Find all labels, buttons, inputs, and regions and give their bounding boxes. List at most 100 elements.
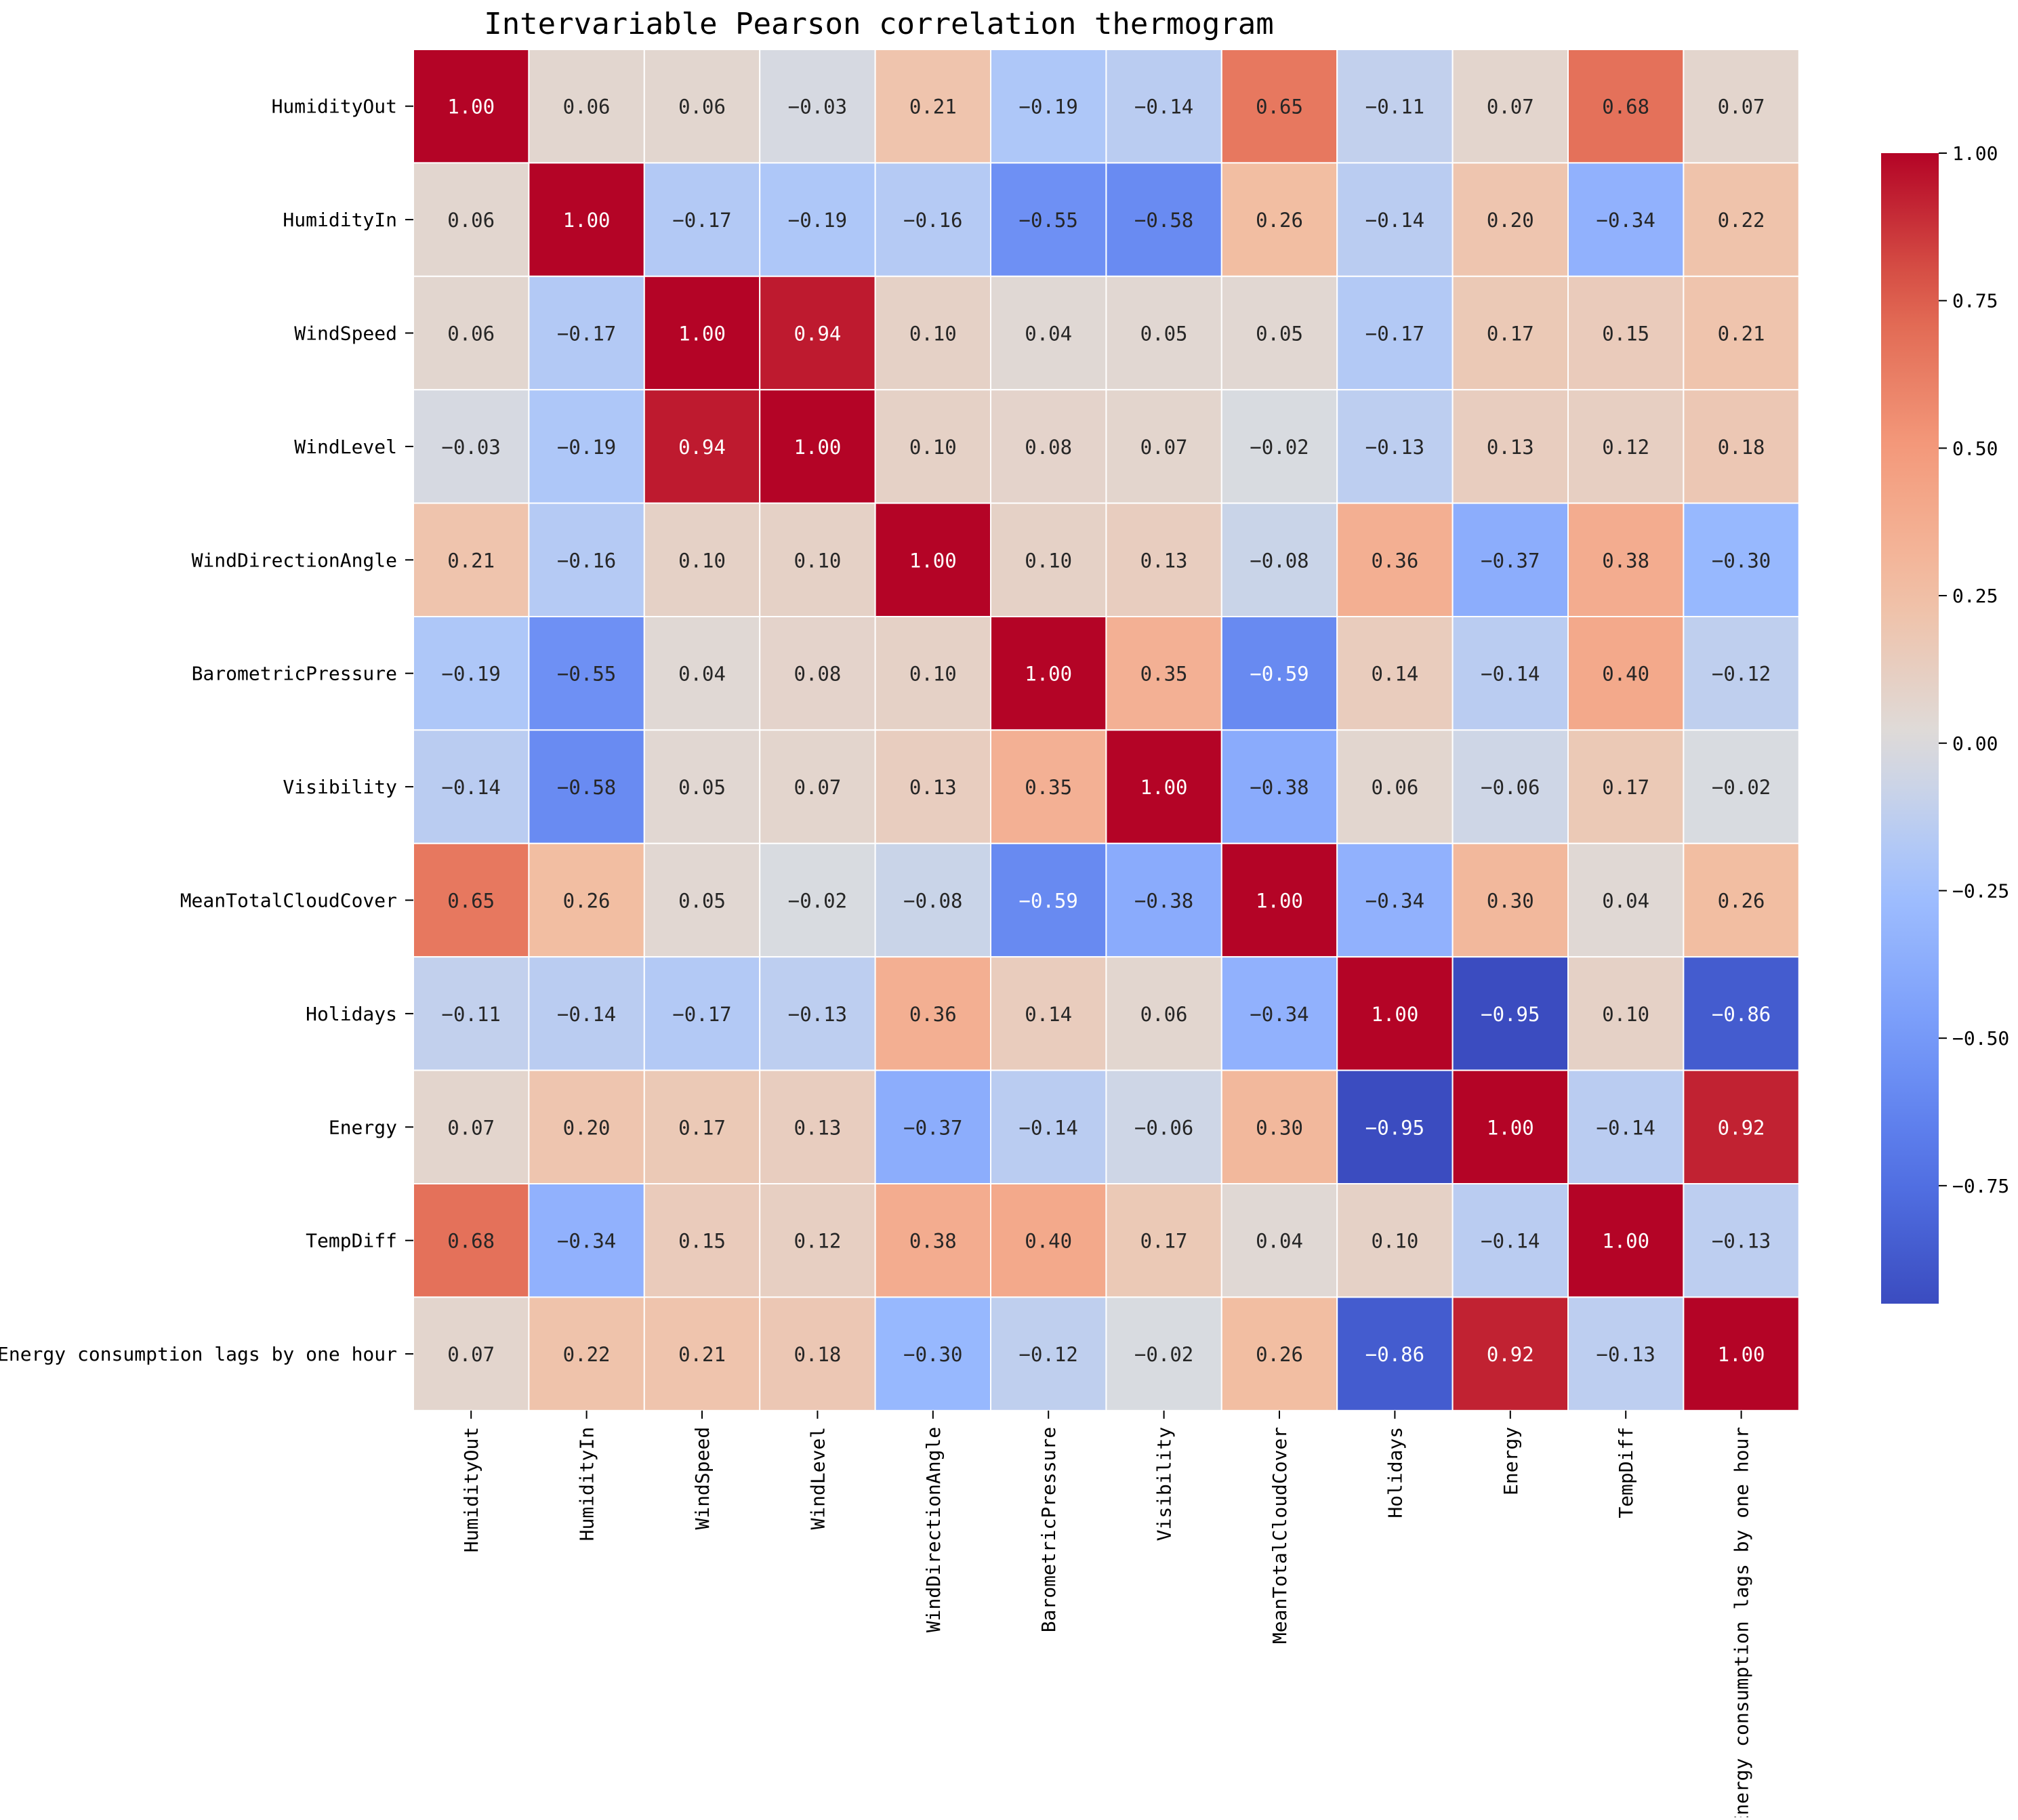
y-tick-label: WindDirectionAngle xyxy=(192,549,397,571)
cell-value-label: 0.26 xyxy=(563,890,611,913)
cell-value-label: −0.14 xyxy=(442,776,501,799)
cell-value-label: 0.17 xyxy=(678,1116,726,1139)
heatmap-cell xyxy=(1336,729,1454,844)
cell-value-label: 0.15 xyxy=(1602,323,1649,346)
heatmap-cell xyxy=(1567,1069,1685,1184)
cell-value-label: 0.08 xyxy=(794,663,841,686)
cell-value-label: 0.14 xyxy=(1371,663,1418,686)
cell-value-label: −0.02 xyxy=(1250,436,1309,459)
heatmap-cell xyxy=(413,842,530,958)
heatmap-cell xyxy=(990,729,1107,844)
cell-value-label: 1.00 xyxy=(909,549,957,572)
cell-value-label: 0.04 xyxy=(1025,323,1072,346)
heatmap-cell xyxy=(990,162,1107,277)
heatmap-cell xyxy=(759,502,876,617)
cell-value-label: −0.13 xyxy=(1365,436,1424,459)
cell-value-label: 1.00 xyxy=(1487,1116,1534,1139)
cell-value-label: −0.14 xyxy=(1597,1116,1655,1139)
cell-value-label: 0.13 xyxy=(794,1116,841,1139)
cell-value-label: −0.02 xyxy=(788,890,847,913)
cell-value-label: 0.13 xyxy=(1140,549,1188,572)
heatmap-cell xyxy=(1336,389,1454,504)
heatmap-cell xyxy=(874,616,991,731)
heatmap-cell xyxy=(1105,49,1222,164)
heatmap-cell xyxy=(413,162,530,277)
cell-value-label: −0.12 xyxy=(1712,663,1771,686)
cell-value-label: −0.11 xyxy=(1365,96,1424,119)
cell-value-label: 0.38 xyxy=(1602,549,1649,572)
heatmap-cell xyxy=(874,729,991,844)
cell-value-label: −0.30 xyxy=(1712,549,1771,572)
cell-value-label: 0.06 xyxy=(447,209,495,232)
cell-value-label: −0.17 xyxy=(1365,323,1424,346)
cell-value-label: 1.00 xyxy=(1602,1230,1649,1253)
heatmap-cell xyxy=(1105,729,1222,844)
cell-value-label: −0.14 xyxy=(1481,1230,1540,1253)
colorbar-tick-label: −0.25 xyxy=(1952,880,2009,902)
cell-value-label: 0.35 xyxy=(1025,776,1072,799)
heatmap-cell xyxy=(1451,49,1569,164)
cell-value-label: 0.07 xyxy=(1140,436,1188,459)
cell-value-label: −0.14 xyxy=(1365,209,1424,232)
cell-value-label: −0.58 xyxy=(557,776,616,799)
cell-value-label: 0.18 xyxy=(1718,436,1765,459)
heatmap-cell xyxy=(528,49,645,164)
heatmap-cell xyxy=(1451,162,1569,277)
heatmap-cell xyxy=(759,1069,876,1184)
cell-value-label: 0.10 xyxy=(794,549,841,572)
cell-value-label: 0.40 xyxy=(1025,1230,1072,1253)
heatmap-cell xyxy=(413,49,530,164)
heatmap-cell xyxy=(1105,502,1222,617)
cell-value-label: −0.58 xyxy=(1134,209,1193,232)
cell-value-label: 1.00 xyxy=(447,96,495,119)
heatmap-cell xyxy=(528,729,645,844)
heatmap-cell xyxy=(1683,616,1800,731)
y-tick-label: Energy consumption lags by one hour xyxy=(0,1343,397,1365)
x-tick-label: HumidityOut xyxy=(460,1427,482,1552)
heatmap-cell xyxy=(1336,842,1454,958)
cell-value-label: −0.37 xyxy=(903,1116,962,1139)
x-tick-label: WindSpeed xyxy=(691,1427,714,1530)
heatmap-cell xyxy=(1451,729,1569,844)
cell-value-label: −0.02 xyxy=(1134,1343,1193,1366)
cell-value-label: 0.20 xyxy=(563,1116,611,1139)
heatmap-cell xyxy=(759,1296,876,1411)
cell-value-label: 0.15 xyxy=(678,1230,726,1253)
cell-value-label: 0.40 xyxy=(1602,663,1649,686)
chart-title: Intervariable Pearson correlation thermo… xyxy=(484,7,1274,41)
cell-value-label: 0.05 xyxy=(1256,323,1303,346)
heatmap-cell xyxy=(990,275,1107,391)
cell-value-label: 0.94 xyxy=(678,436,726,459)
cell-value-label: −0.38 xyxy=(1250,776,1309,799)
cell-value-label: 0.17 xyxy=(1602,776,1649,799)
heatmap-cell xyxy=(643,389,761,504)
y-tick-label: TempDiff xyxy=(306,1230,397,1252)
heatmap-cell xyxy=(1105,275,1222,391)
heatmap-cell xyxy=(643,49,761,164)
cell-value-label: 0.06 xyxy=(563,96,611,119)
heatmap-cell xyxy=(1220,616,1338,731)
cell-value-label: −0.17 xyxy=(672,1003,731,1026)
cell-value-label: −0.06 xyxy=(1481,776,1540,799)
cell-value-label: −0.14 xyxy=(1481,663,1540,686)
heatmap-cell xyxy=(1220,729,1338,844)
heatmap-cell xyxy=(874,275,991,391)
cell-value-label: 0.10 xyxy=(1025,549,1072,572)
heatmap-cell xyxy=(1683,1183,1800,1298)
cell-value-label: 0.07 xyxy=(447,1343,495,1366)
heatmap-cell xyxy=(990,1069,1107,1184)
colorbar-tick-label: −0.50 xyxy=(1952,1027,2009,1050)
cells-layer xyxy=(413,49,1800,1411)
heatmap-cell xyxy=(643,162,761,277)
cell-value-label: 0.13 xyxy=(1487,436,1534,459)
heatmap-cell xyxy=(1220,162,1338,277)
cell-value-label: 0.92 xyxy=(1718,1116,1765,1139)
heatmap-cell xyxy=(1451,1296,1569,1411)
cell-value-label: −0.14 xyxy=(1134,96,1193,119)
heatmap-cell xyxy=(528,1296,645,1411)
cell-value-label: −0.59 xyxy=(1019,890,1078,913)
cell-value-label: −0.06 xyxy=(1134,1116,1193,1139)
cell-value-label: −0.14 xyxy=(557,1003,616,1026)
cell-value-label: −0.19 xyxy=(788,209,847,232)
cell-value-label: 0.05 xyxy=(678,890,726,913)
